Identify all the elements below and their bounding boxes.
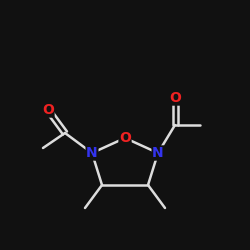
Text: O: O (119, 131, 131, 145)
Text: N: N (152, 146, 164, 160)
Text: O: O (42, 103, 54, 117)
Text: O: O (169, 91, 181, 105)
Text: N: N (86, 146, 98, 160)
